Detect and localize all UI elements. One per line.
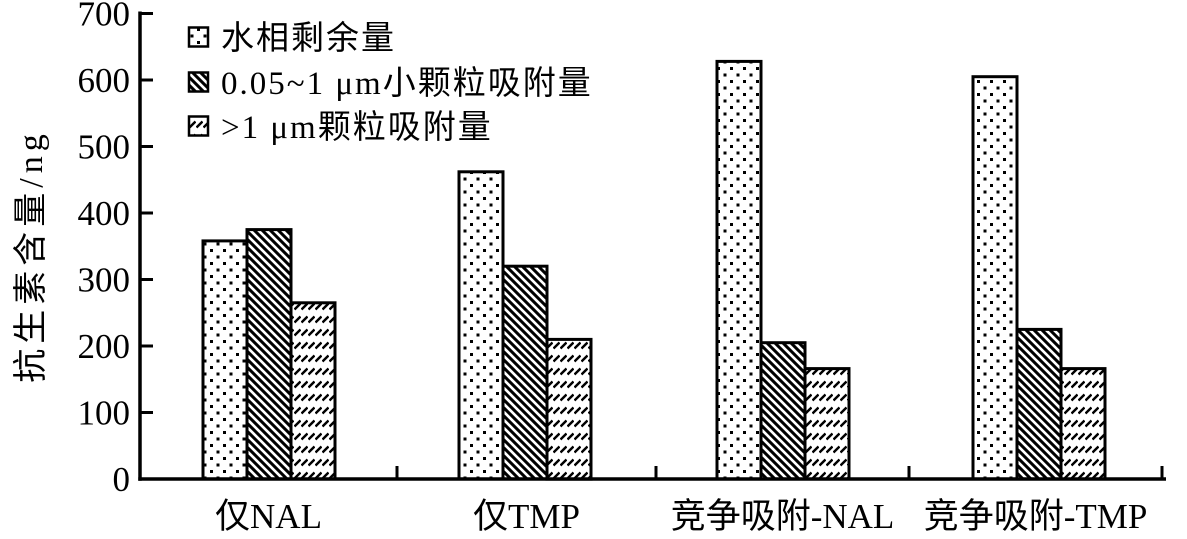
x-axis-category-label: 仅NAL bbox=[215, 497, 322, 536]
y-tick-label: 300 bbox=[78, 261, 131, 300]
bar-dots bbox=[971, 75, 1019, 481]
axes-group bbox=[138, 11, 1166, 481]
legend-swatch-dots bbox=[187, 26, 210, 48]
x-axis-category-label: 竞争吸附-NAL bbox=[671, 497, 895, 536]
labels-group: 0 100 200 300 400 500 600 700 仅NAL 仅TMP 竞争吸附-NAL 竞争… bbox=[78, 0, 1148, 536]
y-tick-label: 600 bbox=[78, 61, 131, 100]
bar-dots bbox=[457, 170, 505, 481]
y-tick-label: 500 bbox=[78, 128, 131, 167]
y-axis-title: 抗生素含量/ng bbox=[12, 129, 50, 382]
bar-light-slash-rows bbox=[803, 367, 851, 481]
y-tick-label: 400 bbox=[78, 194, 131, 233]
bars-group bbox=[201, 59, 1107, 481]
x-axis-category-label: 竞争吸附-TMP bbox=[924, 497, 1148, 536]
y-tick-label: 700 bbox=[78, 0, 131, 34]
legend-item: 0.05~1 μm小颗粒吸附量 bbox=[187, 65, 593, 102]
x-axis-category-label: 仅TMP bbox=[473, 497, 580, 536]
bar-dense-diagonal bbox=[245, 228, 293, 481]
bar-light-slash-rows bbox=[289, 301, 337, 481]
y-tick-label: 100 bbox=[78, 394, 131, 433]
bar-dense-diagonal bbox=[759, 341, 807, 481]
bar-dots bbox=[715, 59, 763, 481]
y-tick-label: 0 bbox=[113, 460, 131, 499]
legend-item: 水相剩余量 bbox=[187, 20, 396, 57]
bar-light-slash-rows bbox=[545, 337, 593, 481]
legend-swatch-dense-diagonal bbox=[187, 71, 210, 93]
bar-light-slash-rows bbox=[1059, 367, 1107, 481]
legend-label: >1 μm颗粒吸附量 bbox=[221, 109, 493, 146]
y-tick-label: 200 bbox=[78, 327, 131, 366]
bar-dense-diagonal bbox=[501, 264, 549, 481]
bar-dots bbox=[201, 239, 249, 481]
legend-label: 水相剩余量 bbox=[221, 20, 396, 57]
legend-swatch-light-slash-rows bbox=[187, 115, 210, 137]
bar-dense-diagonal bbox=[1015, 327, 1063, 481]
legend-item: >1 μm颗粒吸附量 bbox=[187, 109, 493, 146]
legend-label: 0.05~1 μm小颗粒吸附量 bbox=[221, 65, 593, 102]
legend: 水相剩余量 0.05~1 μm小颗粒吸附量 >1 μm颗粒吸附量 bbox=[187, 20, 593, 146]
